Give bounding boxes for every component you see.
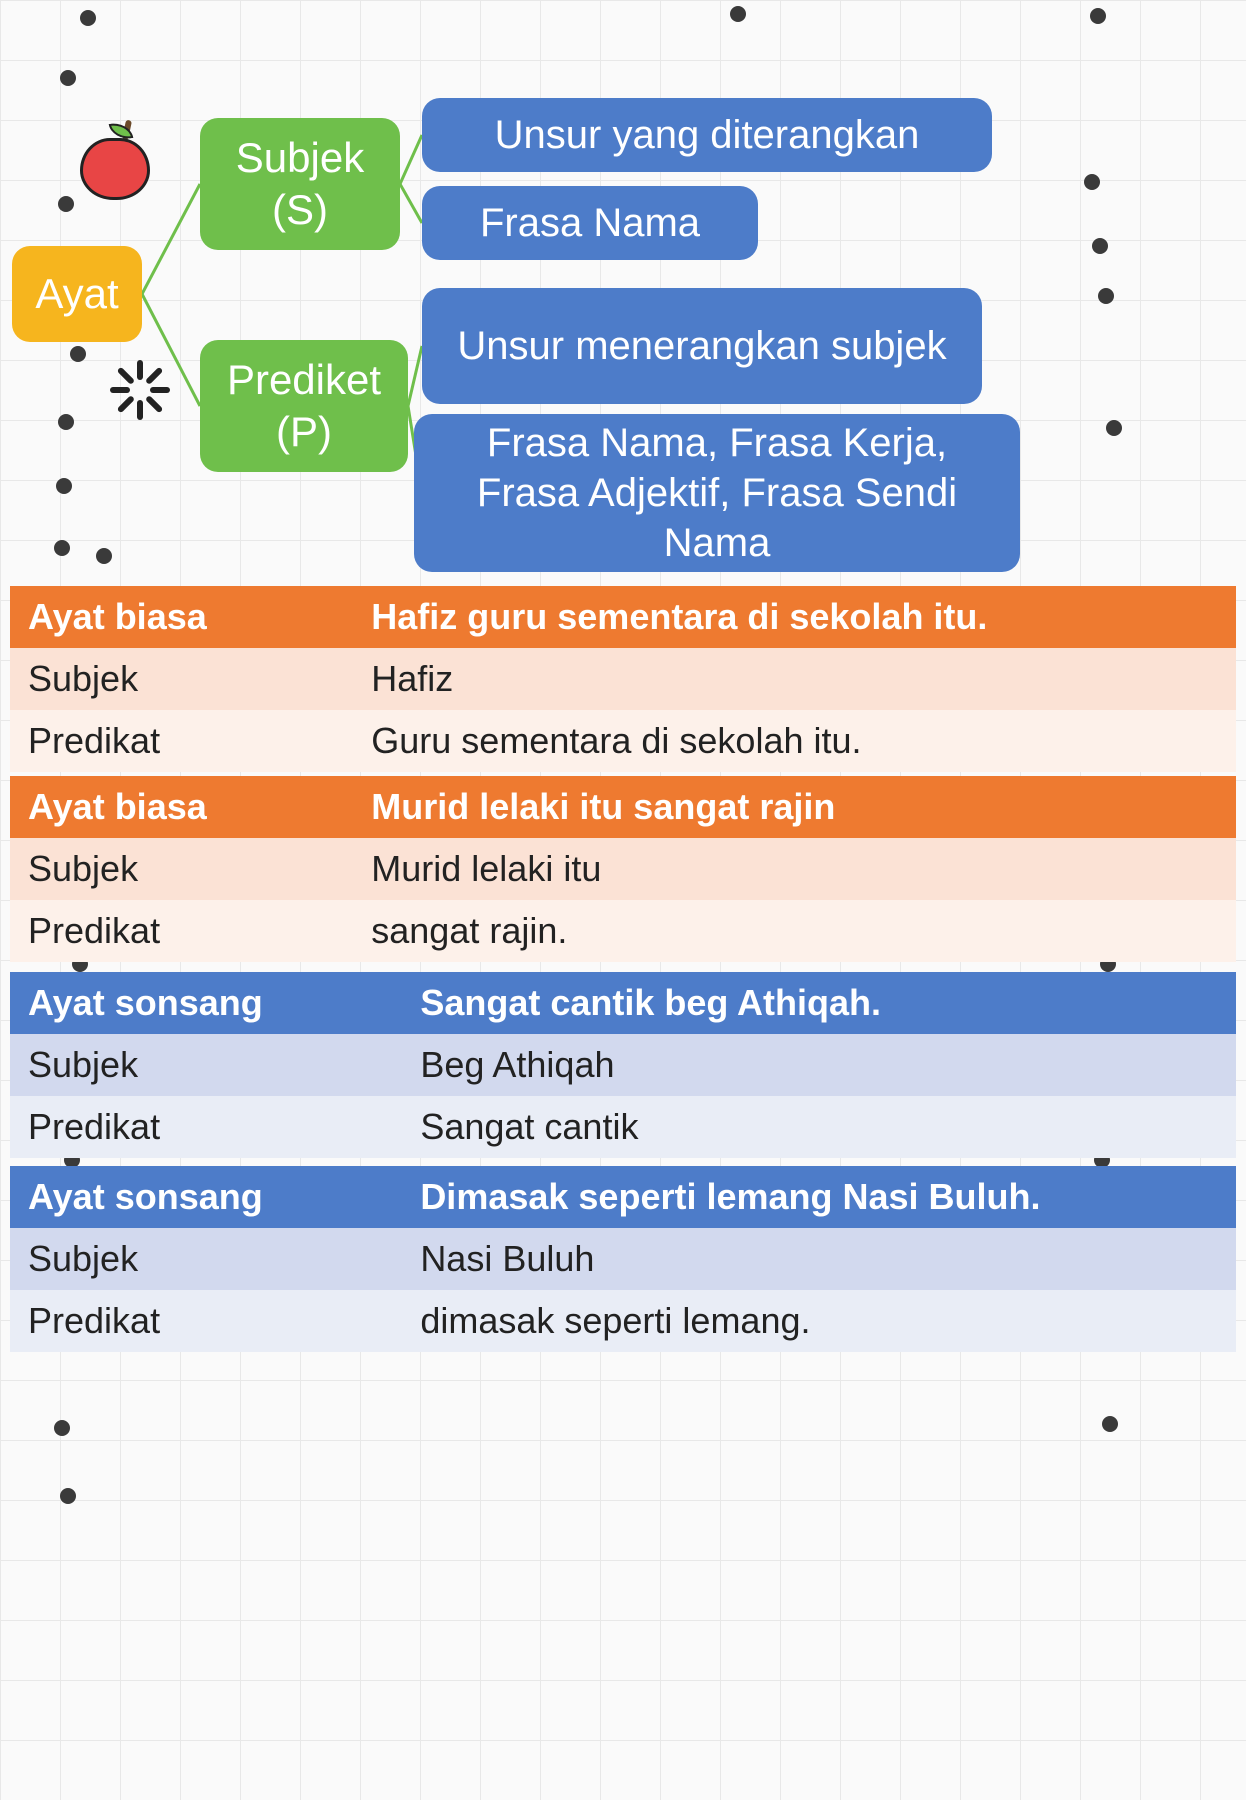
- table-cell: sangat rajin.: [353, 900, 1236, 962]
- table-row: SubjekBeg Athiqah: [10, 1034, 1236, 1096]
- dot: [1084, 174, 1100, 190]
- table-header-cell: Sangat cantik beg Athiqah.: [402, 972, 1236, 1034]
- node-level3-3: Frasa Nama, Frasa Kerja, Frasa Adjektif,…: [414, 414, 1020, 572]
- table-cell: Nasi Buluh: [402, 1228, 1236, 1290]
- table-ayat-biasa-1: Ayat biasaHafiz guru sementara di sekola…: [10, 586, 1236, 772]
- table-cell: Predikat: [10, 710, 353, 772]
- table-ayat-songsang-2: Ayat sonsangDimasak seperti lemang Nasi …: [10, 1166, 1236, 1352]
- table-header-cell: Ayat biasa: [10, 776, 353, 838]
- dot: [96, 548, 112, 564]
- table-ayat-songsang-1: Ayat sonsangSangat cantik beg Athiqah.Su…: [10, 972, 1236, 1158]
- dot: [80, 10, 96, 26]
- table-header-cell: Murid lelaki itu sangat rajin: [353, 776, 1236, 838]
- table-cell: Predikat: [10, 900, 353, 962]
- table-cell: Subjek: [10, 648, 353, 710]
- node-level3-0: Unsur yang diterangkan: [422, 98, 992, 172]
- table-header: Ayat sonsangSangat cantik beg Athiqah.: [10, 972, 1236, 1034]
- dot: [60, 1488, 76, 1504]
- table-header: Ayat biasaHafiz guru sementara di sekola…: [10, 586, 1236, 648]
- table-row: PredikatSangat cantik: [10, 1096, 1236, 1158]
- dot: [1090, 8, 1106, 24]
- table-cell: Murid lelaki itu: [353, 838, 1236, 900]
- dot: [54, 1420, 70, 1436]
- table-cell: Subjek: [10, 1228, 402, 1290]
- node-level2-0: Subjek(S): [200, 118, 400, 250]
- table-row: Predikatdimasak seperti lemang.: [10, 1290, 1236, 1352]
- node-level3-2: Unsur menerangkan subjek: [422, 288, 982, 404]
- dot: [58, 414, 74, 430]
- dot: [54, 540, 70, 556]
- table-header-cell: Ayat biasa: [10, 586, 353, 648]
- table-row: SubjekNasi Buluh: [10, 1228, 1236, 1290]
- node-level2-1: Prediket(P): [200, 340, 408, 472]
- table-header-cell: Ayat sonsang: [10, 1166, 402, 1228]
- table-row: SubjekMurid lelaki itu: [10, 838, 1236, 900]
- table-ayat-biasa-2: Ayat biasaMurid lelaki itu sangat rajinS…: [10, 776, 1236, 962]
- table-cell: Beg Athiqah: [402, 1034, 1236, 1096]
- table-cell: Subjek: [10, 1034, 402, 1096]
- dot: [70, 346, 86, 362]
- sparkle-icon: [110, 360, 170, 420]
- table-header-cell: Dimasak seperti lemang Nasi Buluh.: [402, 1166, 1236, 1228]
- table-cell: Subjek: [10, 838, 353, 900]
- dot: [1098, 288, 1114, 304]
- table-cell: Predikat: [10, 1290, 402, 1352]
- table-cell: Guru sementara di sekolah itu.: [353, 710, 1236, 772]
- node-root: Ayat: [12, 246, 142, 342]
- table-header: Ayat sonsangDimasak seperti lemang Nasi …: [10, 1166, 1236, 1228]
- dot: [56, 478, 72, 494]
- dot: [1106, 420, 1122, 436]
- table-cell: Hafiz: [353, 648, 1236, 710]
- table-header: Ayat biasaMurid lelaki itu sangat rajin: [10, 776, 1236, 838]
- table-header-cell: Ayat sonsang: [10, 972, 402, 1034]
- node-level3-1: Frasa Nama: [422, 186, 758, 260]
- dot: [60, 70, 76, 86]
- dot: [730, 6, 746, 22]
- table-row: Predikatsangat rajin.: [10, 900, 1236, 962]
- table-row: PredikatGuru sementara di sekolah itu.: [10, 710, 1236, 772]
- table-header-cell: Hafiz guru sementara di sekolah itu.: [353, 586, 1236, 648]
- table-cell: Sangat cantik: [402, 1096, 1236, 1158]
- table-row: SubjekHafiz: [10, 648, 1236, 710]
- apple-icon: [80, 120, 160, 200]
- dot: [1102, 1416, 1118, 1432]
- dot: [58, 196, 74, 212]
- dot: [1092, 238, 1108, 254]
- table-cell: dimasak seperti lemang.: [402, 1290, 1236, 1352]
- table-cell: Predikat: [10, 1096, 402, 1158]
